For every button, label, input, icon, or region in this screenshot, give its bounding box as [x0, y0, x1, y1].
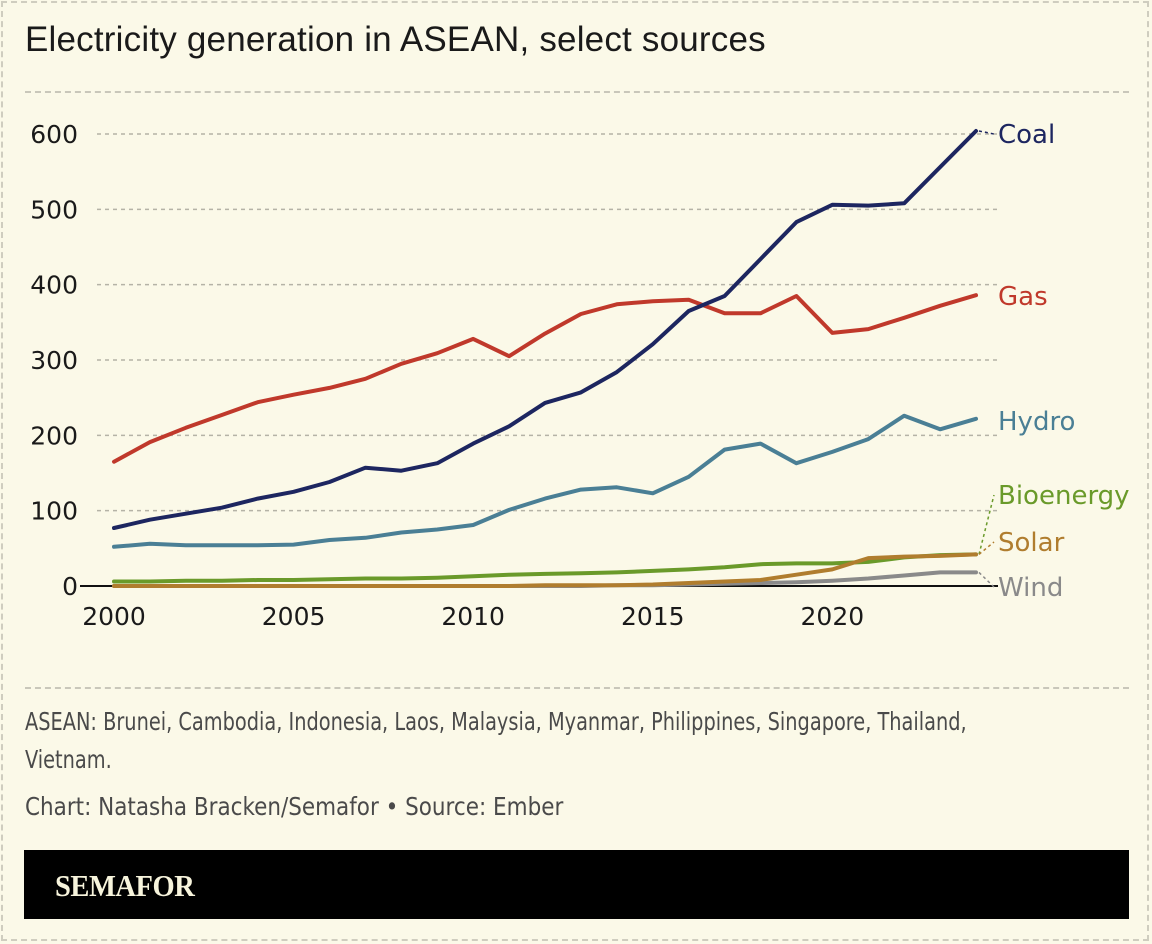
y-tick-label: 600 [30, 120, 78, 149]
series-label-wind: Wind [998, 573, 1063, 603]
series-label-coal: Coal [998, 120, 1055, 150]
series-labels: Coal Gas Hydro Bioenergy Solar Wind [978, 120, 1130, 603]
y-tick-label: 0 [62, 572, 78, 601]
line-chart: 0 100 200 300 400 500 600 2000 2005 2010 2015 2020… [30, 120, 1130, 631]
series-line-coal [112, 129, 978, 530]
top-divider [25, 91, 1129, 93]
x-tick-label: 2015 [621, 602, 685, 631]
x-tick-label: 2020 [801, 602, 865, 631]
source-credit: Chart: Natasha Bracken/Semafor • Source:… [25, 792, 564, 821]
y-tick-label: 400 [30, 271, 78, 300]
x-tick-label: 2005 [262, 602, 326, 631]
series-line-bioenergy [112, 552, 978, 584]
series-label-solar: Solar [998, 528, 1065, 558]
brand-bar: SEMAFOR [24, 850, 1129, 919]
semafor-logo: SEMAFOR [55, 868, 195, 903]
series-line-gas [112, 293, 978, 464]
series-line-solar [112, 552, 978, 588]
x-tick-label: 2000 [82, 602, 146, 631]
series-lines [112, 129, 978, 588]
series-label-bioenergy: Bioenergy [998, 481, 1130, 511]
leader-line-coal [978, 130, 995, 135]
y-tick-label: 300 [30, 346, 78, 375]
x-tick-label: 2010 [441, 602, 505, 631]
y-axis: 0 100 200 300 400 500 600 [30, 120, 78, 601]
gridlines [97, 133, 998, 512]
leader-line-wind [978, 571, 995, 588]
series-line-hydro [112, 413, 978, 549]
leader-line-bioenergy [978, 494, 995, 555]
footer-divider [25, 687, 1129, 689]
y-tick-label: 200 [30, 421, 78, 450]
footnote: ASEAN: Brunei, Cambodia, Indonesia, Laos… [25, 707, 967, 774]
y-tick-label: 100 [30, 497, 78, 526]
x-axis: 2000 2005 2010 2015 2020 [80, 585, 998, 631]
series-label-hydro: Hydro [998, 407, 1075, 437]
y-tick-label: 500 [30, 195, 78, 224]
chart-title: Electricity generation in ASEAN, select … [25, 20, 766, 59]
series-label-gas: Gas [998, 282, 1048, 312]
